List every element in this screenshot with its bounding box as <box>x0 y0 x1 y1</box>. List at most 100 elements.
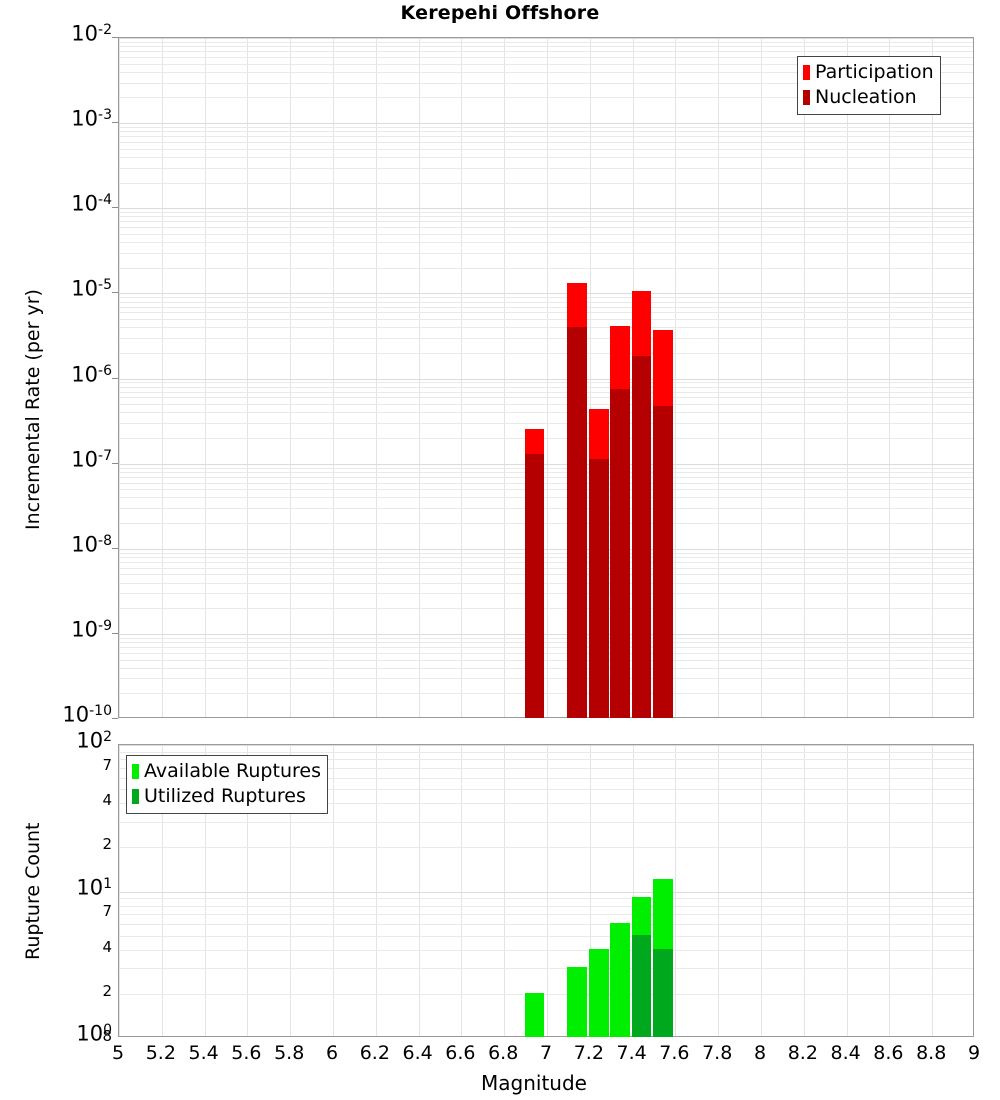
top-ytick-label: 10-9 <box>71 617 112 642</box>
legend-label: Participation <box>815 61 934 83</box>
x-tick-label: 8.8 <box>916 1042 947 1064</box>
gridline-minor <box>119 476 973 478</box>
legend-color-swatch-icon <box>132 789 139 804</box>
gridline-minor <box>119 582 973 584</box>
vertical-gridline <box>247 38 249 717</box>
rupture-legend-item[interactable]: Utilized Ruptures <box>132 784 321 809</box>
bar[interactable] <box>588 408 609 718</box>
top-ytick-label: 10-3 <box>71 106 112 131</box>
x-tick-label: 9 <box>967 1042 981 1064</box>
gridline-minor <box>119 297 973 299</box>
x-tick-label: 6.4 <box>402 1042 433 1064</box>
bar[interactable] <box>653 330 673 718</box>
vertical-gridline <box>461 745 463 1036</box>
gridline-minor <box>119 327 973 329</box>
bottom-ytick-minor-label: 4 <box>102 937 112 956</box>
gridline-minor <box>119 412 973 414</box>
gridline-minor <box>119 131 973 133</box>
x-tick-label: 8 <box>753 1042 767 1064</box>
vertical-gridline <box>290 38 292 717</box>
bottom-ytick-label: 100 <box>76 1021 112 1046</box>
vertical-gridline <box>290 745 292 1036</box>
gridline-minor <box>119 678 973 680</box>
vertical-gridline <box>889 38 891 717</box>
gridline-minor <box>119 759 973 761</box>
gridline-minor <box>119 497 973 499</box>
gridline-minor <box>119 905 973 907</box>
bar[interactable] <box>631 290 652 718</box>
top-panel-legend: Participation Nucleation <box>797 56 941 115</box>
gridline-minor <box>119 574 973 576</box>
bottom-panel-legend: Available Ruptures Utilized Ruptures <box>126 755 328 814</box>
legend-color-swatch-icon <box>803 65 810 80</box>
vertical-gridline <box>418 745 420 1036</box>
tick-mark <box>112 207 118 209</box>
gridline-minor <box>119 803 973 805</box>
bar[interactable] <box>524 992 545 1037</box>
tick-mark <box>112 547 118 549</box>
bar[interactable] <box>567 967 588 1037</box>
gridline-minor <box>119 523 973 525</box>
gridline-minor <box>119 221 973 223</box>
bottom-ytick-minor-label: 2 <box>102 981 112 1000</box>
rupture-legend-item[interactable]: Available Ruptures <box>132 759 321 784</box>
gridline-minor <box>119 642 973 644</box>
bar[interactable] <box>567 282 588 718</box>
legend-label: Available Ruptures <box>144 760 321 782</box>
gridline-minor <box>119 127 973 129</box>
tick-mark <box>112 718 118 719</box>
bottom-ytick-minor-label: 7 <box>102 755 112 774</box>
vertical-gridline <box>204 38 206 717</box>
gridline-minor <box>119 156 973 158</box>
bar-inner-segment <box>567 327 588 718</box>
vertical-gridline <box>846 38 848 717</box>
participation-nucleation-legend-item[interactable]: Participation <box>803 60 934 85</box>
gridline-major <box>119 745 973 746</box>
gridline-minor <box>119 482 973 484</box>
gridline-minor <box>119 935 973 937</box>
bar[interactable] <box>524 428 545 718</box>
gridline-minor <box>119 467 973 469</box>
bar[interactable] <box>653 878 673 1037</box>
tick-mark <box>112 632 118 634</box>
bar[interactable] <box>610 923 631 1037</box>
vertical-gridline <box>761 745 762 1036</box>
gridline-minor <box>119 267 973 269</box>
gridline-minor <box>119 312 973 314</box>
gridline-minor <box>119 751 973 753</box>
gridline-minor <box>119 71 973 73</box>
vertical-gridline <box>247 745 249 1036</box>
bar[interactable] <box>631 897 652 1037</box>
bar[interactable] <box>610 326 631 718</box>
bar-inner-segment <box>631 355 652 718</box>
gridline-minor <box>119 46 973 48</box>
gridline-major <box>119 38 973 39</box>
vertical-gridline <box>418 38 420 717</box>
gridline-minor <box>119 227 973 229</box>
vertical-gridline <box>161 745 163 1036</box>
participation-nucleation-legend-item[interactable]: Nucleation <box>803 85 934 110</box>
gridline-minor <box>119 216 973 218</box>
x-tick-label: 5.4 <box>188 1042 219 1064</box>
chart-title: Kerepehi Offshore <box>400 2 600 24</box>
gridline-major <box>119 208 973 210</box>
x-tick-label: 8.6 <box>873 1042 904 1064</box>
legend-color-swatch-icon <box>803 90 810 105</box>
gridline-minor <box>119 212 973 214</box>
x-tick-label: 5.8 <box>274 1042 305 1064</box>
vertical-gridline <box>675 745 677 1036</box>
bottom-ytick-minor-label: 8 <box>102 1027 112 1045</box>
tick-mark <box>112 37 118 38</box>
gridline-minor <box>119 993 973 995</box>
bar[interactable] <box>588 948 609 1037</box>
x-tick-label: 7.2 <box>573 1042 604 1064</box>
vertical-gridline <box>333 745 334 1036</box>
gridline-minor <box>119 82 973 84</box>
gridline-major <box>119 633 973 635</box>
gridline-minor <box>119 97 973 99</box>
bottom-ytick-minor-label: 2 <box>102 835 112 854</box>
gridline-minor <box>119 556 973 558</box>
x-tick-label: 7.4 <box>616 1042 647 1064</box>
gridline-major <box>119 378 973 380</box>
gridline-minor <box>119 41 973 43</box>
